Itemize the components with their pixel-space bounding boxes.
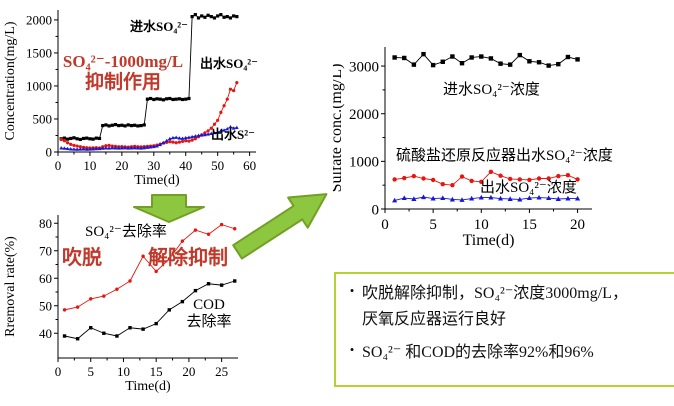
svg-text:0: 0 bbox=[372, 202, 380, 218]
svg-text:0: 0 bbox=[55, 364, 62, 379]
series-label-effluent-so4: 出水SO₄²⁻ bbox=[200, 56, 258, 71]
summary-bullet-2: • SO₄²⁻ 和COD的去除率92%和96% bbox=[342, 340, 672, 366]
svg-text:1000: 1000 bbox=[26, 79, 52, 94]
annotation-stripping: 吹脱 bbox=[62, 247, 102, 269]
svg-text:15: 15 bbox=[522, 217, 537, 233]
bullet-dot-icon: • bbox=[349, 342, 355, 357]
down-arrow-icon bbox=[133, 194, 205, 223]
svg-text:40: 40 bbox=[179, 158, 192, 173]
summary-bullet-1-line2: 厌氧反应器运行良好 bbox=[362, 311, 507, 328]
svg-text:Time(d): Time(d) bbox=[463, 232, 515, 249]
svg-text:25: 25 bbox=[215, 364, 228, 379]
svg-text:0: 0 bbox=[381, 217, 389, 233]
svg-text:5: 5 bbox=[429, 217, 437, 233]
series-label-so4-removal: SO₄²⁻去除率 bbox=[85, 224, 167, 240]
svg-text:2000: 2000 bbox=[26, 12, 52, 27]
svg-text:Rremoval rate(%): Rremoval rate(%) bbox=[3, 236, 18, 337]
annotation-inhibition-line2: 抑制作用 bbox=[84, 71, 161, 93]
svg-text:60: 60 bbox=[243, 158, 256, 173]
svg-text:Concentration(mg/L): Concentration(mg/L) bbox=[3, 21, 18, 140]
svg-text:10: 10 bbox=[474, 217, 489, 233]
summary-bullet-1: • 吹脱解除抑制，SO₄²⁻浓度3000mg/L， 厌氧反应器运行良好 bbox=[342, 281, 672, 333]
chart-sulfate: 0 5 10 15 20 0 1000 2000 3000 Time(d) Sulfate conc… bbox=[333, 47, 592, 249]
series-label-right-effluent: 出水SO₄²⁻浓度 bbox=[480, 180, 577, 196]
series-label-cod-line2: 去除率 bbox=[186, 314, 232, 331]
series-label-right-reactor-effluent: 硫酸盐还原反应器出水SO₄²⁻浓度 bbox=[396, 148, 613, 164]
series-label-cod-removal: COD 去除率 bbox=[178, 297, 240, 332]
svg-text:20: 20 bbox=[115, 158, 128, 173]
svg-text:20: 20 bbox=[570, 217, 585, 233]
series-label-influent-so4: 进水SO₄²⁻ bbox=[130, 19, 188, 34]
svg-text:2000: 2000 bbox=[349, 107, 379, 123]
svg-text:Sulfate conc.(mg/L): Sulfate conc.(mg/L) bbox=[333, 64, 345, 193]
svg-text:40: 40 bbox=[39, 326, 52, 341]
svg-text:5: 5 bbox=[87, 364, 94, 379]
annotation-inhibition: SO₄²⁻-1000mg/L 抑制作用 bbox=[56, 52, 190, 93]
chart-removal-rate: 0 5 10 15 20 25 40 50 60 70 80 Time(d) Rremoval rate… bbox=[3, 215, 238, 394]
svg-text:3000: 3000 bbox=[349, 59, 379, 75]
series-label-right-influent: 进水SO₄²⁻浓度 bbox=[443, 82, 540, 98]
svg-text:10: 10 bbox=[117, 364, 130, 379]
svg-text:70: 70 bbox=[39, 243, 52, 258]
svg-text:Time(d): Time(d) bbox=[125, 379, 171, 394]
svg-text:80: 80 bbox=[39, 216, 52, 231]
svg-text:1000: 1000 bbox=[349, 155, 379, 171]
diagonal-arrow-icon bbox=[232, 193, 328, 260]
svg-text:15: 15 bbox=[150, 364, 163, 379]
series-label-cod-line1: COD bbox=[193, 297, 225, 313]
summary-bullet-1-text: 吹脱解除抑制，SO₄²⁻浓度3000mg/L， 厌氧反应器运行良好 bbox=[362, 281, 672, 333]
svg-text:20: 20 bbox=[182, 364, 195, 379]
series-label-effluent-s2: 出水S²⁻ bbox=[211, 127, 255, 142]
svg-text:0: 0 bbox=[46, 145, 53, 160]
svg-text:0: 0 bbox=[55, 158, 62, 173]
svg-text:50: 50 bbox=[211, 158, 224, 173]
summary-bullet-2-text: SO₄²⁻ 和COD的去除率92%和96% bbox=[362, 344, 594, 361]
svg-text:50: 50 bbox=[39, 298, 52, 313]
svg-text:Time(d): Time(d) bbox=[134, 173, 180, 188]
summary-bullet-1-line1: 吹脱解除抑制，SO₄²⁻浓度3000mg/L， bbox=[362, 285, 628, 302]
chart-concentration: 0 10 20 30 40 50 60 0 500 1000 1500 2000 Time(d) Conc… bbox=[3, 10, 256, 188]
svg-text:30: 30 bbox=[147, 158, 160, 173]
svg-text:1500: 1500 bbox=[26, 45, 52, 60]
summary-box: • 吹脱解除抑制，SO₄²⁻浓度3000mg/L， 厌氧反应器运行良好 • SO… bbox=[334, 272, 674, 387]
svg-text:10: 10 bbox=[83, 158, 96, 173]
svg-text:60: 60 bbox=[39, 271, 52, 286]
bullet-dot-icon: • bbox=[349, 283, 355, 298]
svg-text:500: 500 bbox=[33, 112, 53, 127]
annotation-release-inhibition: 解除抑制 bbox=[148, 247, 228, 269]
annotation-inhibition-line1: SO₄²⁻-1000mg/L bbox=[62, 52, 184, 71]
